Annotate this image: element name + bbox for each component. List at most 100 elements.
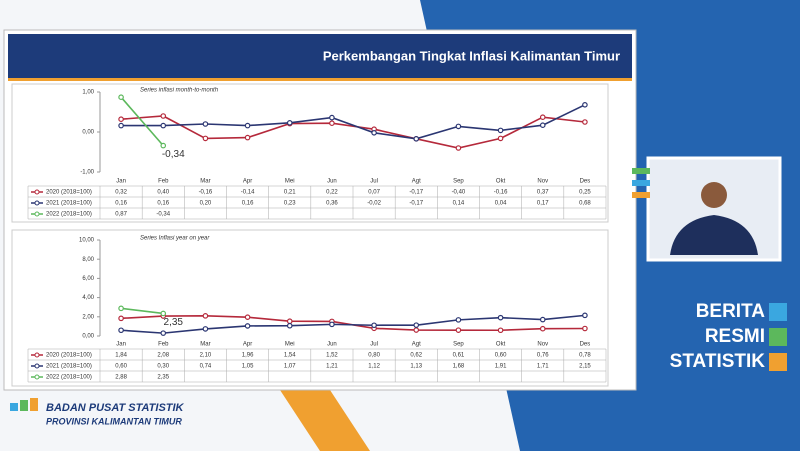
table-cell: 2,10 bbox=[200, 353, 212, 359]
table-cell: -0,17 bbox=[409, 201, 423, 207]
org-name: BADAN PUSAT STATISTIK bbox=[46, 402, 185, 414]
point bbox=[286, 322, 293, 329]
table-cell: 2,08 bbox=[157, 353, 169, 359]
point bbox=[455, 327, 462, 333]
point bbox=[329, 120, 335, 127]
point bbox=[413, 322, 420, 328]
table-cell: -0,02 bbox=[367, 201, 381, 207]
point bbox=[497, 327, 504, 334]
table-cell: 1,91 bbox=[495, 364, 507, 370]
y-tick-label: 10,00 bbox=[79, 238, 95, 244]
x-tick-label: Okt bbox=[496, 179, 506, 185]
point bbox=[539, 316, 546, 323]
x-tick-label: Mei bbox=[285, 342, 295, 348]
point bbox=[118, 315, 124, 322]
table-cell: 2,35 bbox=[157, 375, 169, 381]
accent bbox=[280, 390, 370, 451]
table-cell: 0,68 bbox=[579, 201, 591, 207]
table-cell: 0,87 bbox=[115, 212, 127, 218]
point bbox=[202, 121, 209, 127]
table-cell: 0,25 bbox=[579, 190, 591, 196]
x-tick-label: Jan bbox=[116, 342, 126, 348]
logo-part bbox=[20, 400, 28, 411]
point bbox=[497, 127, 504, 134]
x-tick-label: Des bbox=[580, 342, 591, 348]
x-tick-label: Nov bbox=[537, 179, 548, 185]
x-tick-label: Nov bbox=[537, 342, 548, 348]
table-cell: 0,36 bbox=[326, 201, 338, 207]
series-line bbox=[121, 115, 586, 149]
x-tick-label: Agt bbox=[412, 342, 421, 348]
point bbox=[497, 135, 504, 142]
table-cell: 0,16 bbox=[157, 201, 169, 207]
point bbox=[118, 94, 124, 101]
y-tick-label: 2,00 bbox=[82, 314, 94, 320]
legend-marker bbox=[34, 374, 40, 380]
x-tick-label: Apr bbox=[243, 179, 252, 185]
point bbox=[582, 312, 588, 319]
point bbox=[202, 326, 209, 332]
point bbox=[539, 114, 546, 121]
point bbox=[455, 317, 462, 323]
point bbox=[118, 327, 124, 334]
point bbox=[244, 122, 251, 129]
legend-label: 2021 (2018=100) bbox=[46, 364, 92, 370]
slide bbox=[3, 29, 637, 391]
point bbox=[329, 321, 335, 328]
presenter-head bbox=[701, 182, 727, 208]
data-label: -0,34 bbox=[162, 149, 185, 160]
legend-label: 2020 (2018=100) bbox=[46, 353, 92, 359]
table-cell: 1,12 bbox=[368, 364, 380, 370]
y-tick-label: 6,00 bbox=[82, 276, 94, 282]
table-cell: 0,21 bbox=[284, 190, 296, 196]
table-cell: 1,13 bbox=[410, 364, 422, 370]
table-cell: -0,16 bbox=[494, 190, 508, 196]
y-tick-label: 1,00 bbox=[82, 90, 94, 96]
y-tick-label: 0,00 bbox=[82, 130, 94, 136]
point bbox=[244, 134, 251, 141]
table-cell: 0,07 bbox=[368, 190, 380, 196]
point bbox=[160, 113, 167, 119]
x-tick-label: Jul bbox=[370, 179, 378, 185]
table-cell: 0,40 bbox=[157, 190, 169, 196]
table-cell: 1,05 bbox=[242, 364, 254, 370]
table-cell: 1,71 bbox=[537, 364, 549, 370]
data-label: 2,35 bbox=[164, 317, 184, 328]
point bbox=[160, 142, 167, 149]
legend-label: 2020 (2018=100) bbox=[46, 190, 92, 196]
point bbox=[286, 120, 293, 126]
point bbox=[455, 145, 462, 151]
logo bbox=[10, 398, 38, 411]
point bbox=[455, 123, 462, 130]
table-cell: 0,74 bbox=[200, 364, 212, 370]
table-cell: 0,76 bbox=[537, 353, 549, 359]
point bbox=[160, 330, 167, 336]
x-tick-label: Agt bbox=[412, 179, 421, 185]
org-region: PROVINSI KALIMANTAN TIMUR bbox=[46, 416, 182, 426]
legend-marker bbox=[34, 211, 40, 217]
table-cell: 0,23 bbox=[284, 201, 296, 207]
table-cell: 0,30 bbox=[157, 364, 169, 370]
x-tick-label: Mar bbox=[200, 342, 210, 348]
point bbox=[202, 135, 209, 142]
legend-label: 2022 (2018=100) bbox=[46, 212, 92, 218]
y-tick-label: 0,00 bbox=[82, 334, 94, 340]
point bbox=[413, 136, 420, 142]
point bbox=[118, 305, 124, 312]
point bbox=[244, 314, 251, 320]
table-cell: 2,88 bbox=[115, 375, 127, 381]
legend-marker bbox=[34, 200, 40, 206]
point bbox=[160, 310, 167, 317]
x-tick-label: Feb bbox=[158, 342, 169, 348]
slide-header bbox=[8, 34, 632, 78]
x-tick-label: Feb bbox=[158, 179, 169, 185]
table-cell: 1,07 bbox=[284, 364, 296, 370]
point bbox=[371, 130, 377, 136]
point bbox=[539, 325, 546, 332]
y-tick-label: 8,00 bbox=[82, 257, 94, 263]
accent bbox=[632, 192, 650, 198]
point bbox=[582, 119, 588, 125]
point bbox=[371, 322, 377, 329]
x-tick-label: Jun bbox=[327, 342, 337, 348]
